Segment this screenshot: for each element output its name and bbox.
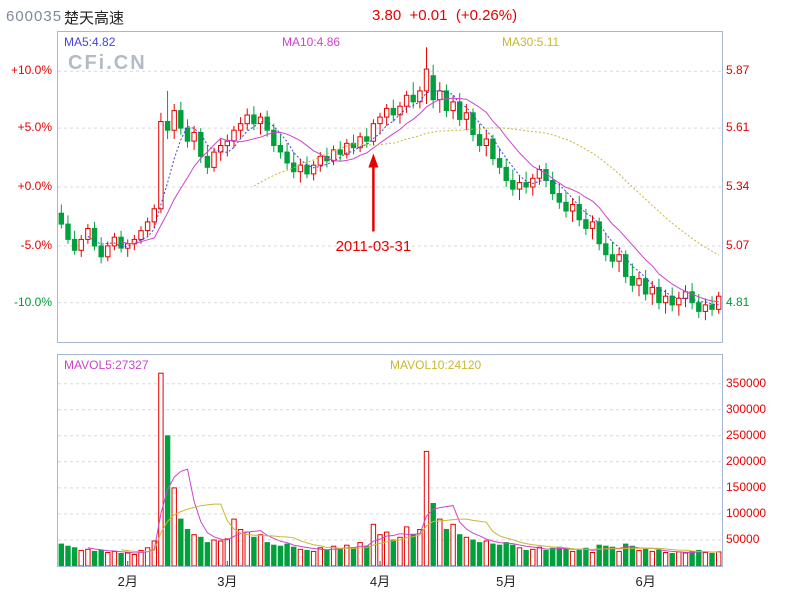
mavol5-line — [87, 468, 719, 554]
mavol10-line — [121, 503, 719, 553]
month-label-6月: 6月 — [635, 574, 656, 589]
main-left-axis-label: +0.0% — [17, 179, 52, 193]
ma10-line — [120, 97, 719, 303]
main-left-axis-label: +5.0% — [17, 120, 52, 135]
main-price-chart: CFi.CN MA5:4.82 MA10:4.86 MA30:5.11 — [57, 31, 723, 343]
month-label-5月: 5月 — [496, 574, 517, 589]
volume-axis-label: 50000 — [726, 531, 760, 546]
cfi-watermark: CFi.CN — [68, 52, 147, 74]
main-right-axis-label: 5.34 — [726, 179, 750, 193]
volume-axis-label: 100000 — [726, 505, 767, 520]
month-label-3月: 3月 — [217, 574, 238, 589]
volume-axis-label: 350000 — [726, 375, 767, 390]
mavol5-label: MAVOL5:27327 — [64, 358, 149, 372]
ma30-line — [253, 127, 719, 256]
volume-bars — [58, 372, 722, 566]
ma5-label: MA5:4.82 — [64, 35, 116, 49]
volume-chart: MAVOL5:27327 MAVOL10:24120 — [57, 354, 723, 567]
ma5-line — [87, 89, 719, 306]
price-gridlines — [58, 70, 722, 304]
ma10-label: MA10:4.86 — [282, 35, 341, 49]
volume-axis-label: 150000 — [726, 479, 767, 494]
volume-axis-label: 250000 — [726, 427, 767, 442]
main-left-axis-label: +10.0% — [10, 63, 52, 78]
volume-svg — [58, 372, 722, 566]
annotation-arrow — [368, 153, 379, 232]
stock-quote: 3.80 +0.01 (+0.26%) — [372, 7, 518, 24]
main-right-axis-label: 4.81 — [726, 294, 750, 309]
candles-group — [58, 47, 722, 321]
stock-code: 600035 — [6, 8, 63, 25]
stock-name: 楚天高速 — [64, 10, 125, 27]
month-label-2月: 2月 — [117, 574, 138, 589]
main-left-axis-label: -10.0% — [13, 294, 52, 309]
mavol10-label: MAVOL10:24120 — [390, 358, 482, 372]
main-right-axis-label: 5.61 — [726, 120, 750, 135]
volume-gridlines — [58, 383, 722, 541]
main-right-axis-label: 5.07 — [726, 237, 750, 252]
volume-axis-label: 300000 — [726, 401, 767, 416]
candlestick-svg — [58, 47, 722, 321]
month-label-4月: 4月 — [369, 574, 391, 589]
main-right-axis-label: 5.87 — [726, 63, 750, 78]
annotation-date-label: 2011-03-31 — [335, 237, 412, 255]
volume-axis-label: 200000 — [726, 453, 767, 468]
ma30-label: MA30:5.11 — [502, 35, 560, 49]
main-left-axis-label: -5.0% — [20, 237, 52, 252]
month-ticks — [127, 561, 647, 566]
